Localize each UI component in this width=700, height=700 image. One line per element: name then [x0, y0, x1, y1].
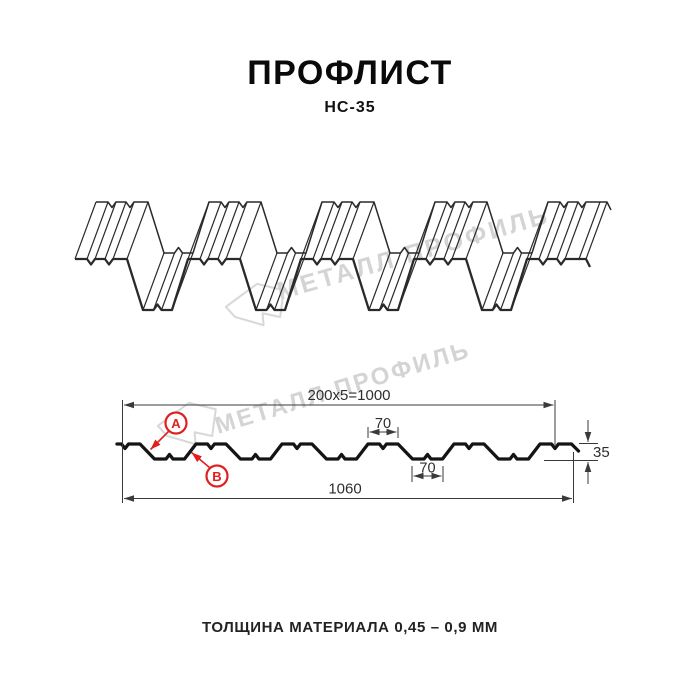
dim-valley-width: 70: [419, 461, 435, 477]
profiled-sheet-3d-drawing: [74, 201, 612, 312]
dim-top-width: 200x5=1000: [308, 387, 391, 404]
callouts: A B: [149, 411, 229, 488]
dim-height: 35: [593, 444, 610, 461]
callout-b-badge: [205, 464, 229, 488]
profile-cross-section-drawing: [115, 442, 581, 461]
callout-b-label: B: [212, 469, 221, 484]
product-model: НС-35: [324, 99, 376, 116]
sheet-3d-back-edge: [96, 201, 612, 254]
metall-profil-logo-icon: [224, 282, 285, 327]
page-title: ПРОФЛИСТ: [247, 54, 453, 92]
profile-outline: [115, 442, 581, 461]
dim-full-width: 1060: [328, 481, 361, 498]
callout-a-label: A: [171, 416, 181, 431]
callout-a-badge: [164, 411, 188, 435]
dimension-annotations: 200x5=1000 70 70 1060 35: [122, 387, 610, 503]
thickness-note: ТОЛЩИНА МАТЕРИАЛА 0,45 – 0,9 ММ: [201, 619, 499, 636]
sheet-3d-front-edge: [75, 257, 592, 312]
dim-crest-width: 70: [375, 416, 391, 432]
